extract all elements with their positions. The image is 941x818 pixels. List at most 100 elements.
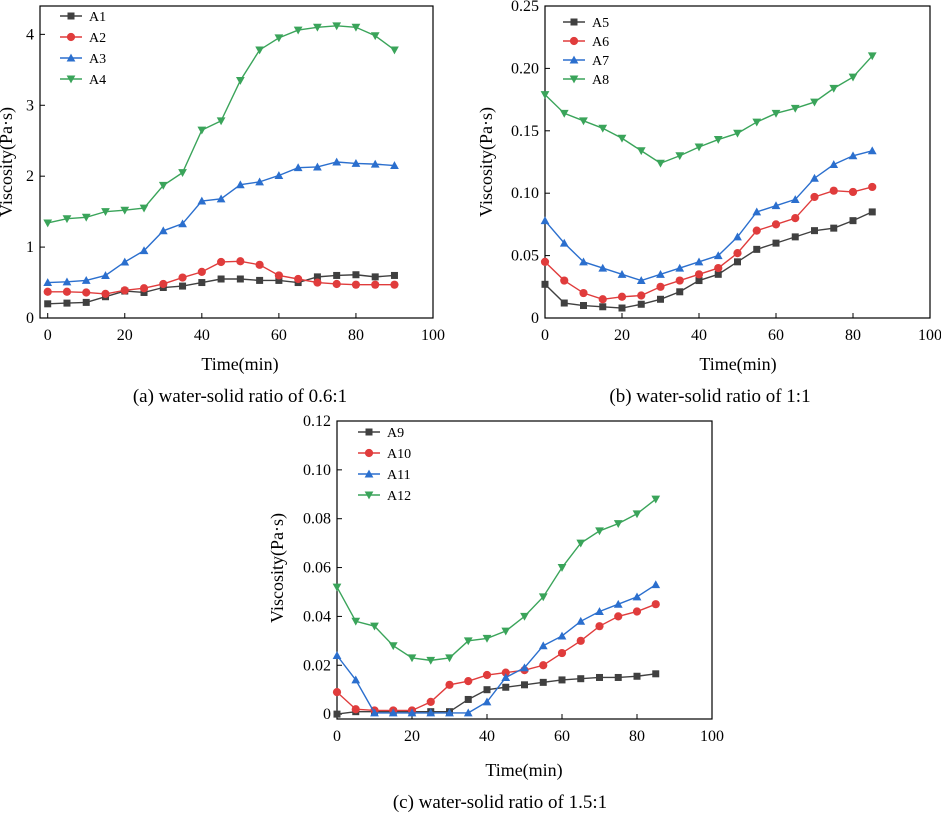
x-axis-label: Time(min) (201, 354, 278, 375)
data-point (867, 146, 877, 155)
data-point (576, 636, 585, 645)
data-point (772, 239, 780, 247)
legend-label: A4 (89, 73, 106, 88)
data-point (576, 616, 586, 625)
data-point (695, 277, 703, 285)
data-point (388, 708, 398, 717)
data-point (733, 232, 742, 241)
series-A2 (43, 257, 399, 298)
legend-marker (364, 469, 374, 478)
data-point (197, 196, 207, 205)
data-point (371, 280, 380, 289)
legend-marker (569, 55, 579, 64)
data-point (101, 208, 110, 217)
data-point (351, 280, 361, 289)
data-point (771, 201, 781, 210)
data-point (274, 171, 284, 179)
data-point (275, 276, 283, 284)
data-point (463, 637, 473, 646)
data-point (390, 280, 399, 289)
data-point (216, 117, 226, 126)
data-point (714, 270, 722, 278)
data-point (120, 206, 130, 215)
x-tick-label: 60 (768, 327, 784, 344)
data-point (370, 159, 380, 168)
data-point (753, 245, 761, 253)
data-point (733, 129, 742, 138)
data-point (633, 672, 641, 680)
legend-label: A7 (592, 54, 609, 69)
data-point (388, 642, 398, 651)
y-tick-label: 0.15 (511, 123, 539, 140)
legend-item-A8: A8 (563, 73, 609, 88)
legend-item-A1: A1 (60, 10, 106, 25)
data-point (140, 288, 148, 296)
data-point (333, 710, 341, 718)
data-point (197, 267, 206, 277)
data-point (293, 163, 303, 172)
legend-item-A10: A10 (358, 447, 411, 462)
data-point (598, 295, 607, 304)
x-tick-label: 80 (845, 327, 861, 344)
data-point (632, 510, 642, 519)
legend-marker (365, 428, 373, 436)
data-point (43, 278, 53, 287)
data-point (829, 160, 839, 168)
series-A12 (332, 495, 661, 665)
data-point (636, 147, 646, 156)
legend-label: A11 (387, 468, 411, 483)
data-point (216, 194, 226, 203)
data-point (595, 622, 604, 631)
data-point (178, 273, 187, 282)
legend-item-A4: A4 (60, 73, 106, 88)
data-point (178, 219, 187, 228)
data-point (560, 299, 568, 307)
series-line (336, 673, 656, 715)
data-point (351, 705, 360, 714)
data-point (521, 681, 528, 689)
data-point (426, 656, 436, 665)
data-point (613, 599, 623, 608)
plot-frame (336, 420, 713, 720)
series-A4 (43, 22, 399, 228)
data-point (694, 270, 704, 279)
data-point (868, 208, 876, 216)
legend-label: A2 (89, 31, 106, 46)
data-point (579, 117, 588, 126)
data-point (849, 217, 857, 225)
data-point (351, 617, 361, 626)
data-point (82, 288, 91, 297)
data-point (256, 276, 264, 284)
data-point (482, 670, 492, 680)
data-point (771, 109, 781, 118)
plot-frame (39, 5, 434, 319)
data-point (790, 195, 800, 203)
data-point (577, 675, 585, 683)
data-point (790, 104, 800, 113)
legend-label: A6 (592, 35, 609, 50)
x-tick-label: 0 (541, 327, 549, 344)
data-point (501, 668, 510, 677)
data-point (351, 23, 361, 32)
data-point (540, 216, 550, 225)
data-point (734, 258, 741, 266)
series-A7 (540, 146, 877, 285)
data-point (81, 213, 91, 222)
data-point (579, 257, 588, 266)
data-point (694, 257, 704, 266)
series-line (544, 211, 873, 309)
y-axis-label: Viscosity(Pa·s) (267, 513, 288, 623)
legend-item-A3: A3 (60, 52, 106, 67)
legend-marker (66, 32, 76, 42)
data-point (541, 280, 549, 288)
data-point (332, 279, 341, 289)
series-A6 (540, 182, 877, 304)
data-point (332, 583, 342, 592)
data-point (579, 288, 588, 298)
data-point (390, 271, 398, 279)
legend-item-A11: A11 (358, 468, 411, 483)
data-point (675, 152, 685, 161)
data-point (370, 32, 380, 41)
y-tick-label: 0.20 (511, 60, 539, 77)
